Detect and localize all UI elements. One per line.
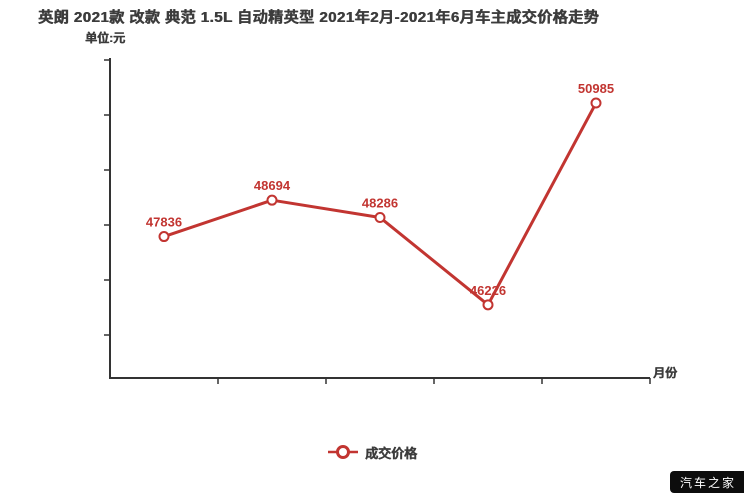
watermark-autohome: 汽车之家 <box>669 471 744 493</box>
data-label: 50985 <box>578 81 614 96</box>
x-axis-ticks <box>217 378 651 384</box>
data-point-2021年4月 <box>374 211 386 223</box>
data-point-2021年3月 <box>266 194 278 206</box>
y-axis-ticks <box>104 59 110 336</box>
legend-item-price[interactable]: 成交价格 <box>0 441 744 463</box>
line-chart-plot: 47836 48694 48286 46226 50985 <box>104 58 651 384</box>
chart-title: 英朗 2021款 改款 典范 1.5L 自动精英型 2021年2月-2021年6… <box>38 9 600 26</box>
y-axis-unit-label: 单位:元 <box>85 31 125 45</box>
data-point-2021年6月 <box>590 97 602 109</box>
legend-label: 成交价格 <box>364 445 417 461</box>
line-ring-icon <box>327 445 358 459</box>
data-label: 47836 <box>146 215 182 230</box>
data-label: 46226 <box>470 283 506 298</box>
data-point-2021年5月 <box>482 299 494 311</box>
data-point-2021年2月 <box>158 231 170 243</box>
data-label: 48694 <box>254 178 291 193</box>
x-axis-label: 月份 <box>653 366 678 380</box>
price-line-series: 47836 48694 48286 46226 50985 <box>146 81 614 311</box>
data-label: 48286 <box>362 195 398 210</box>
